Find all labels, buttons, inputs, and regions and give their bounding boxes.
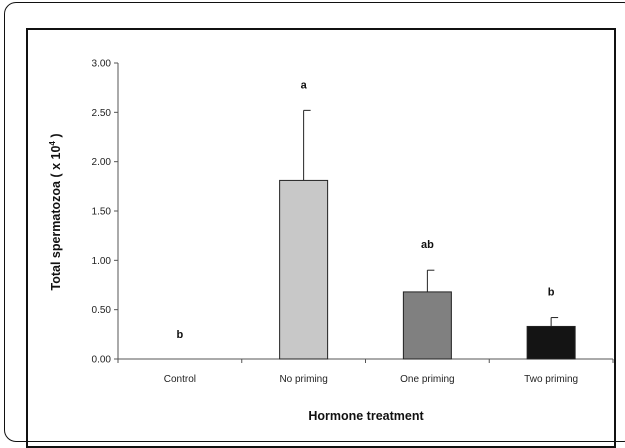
- error-bars: [303, 109, 559, 327]
- y-tick-label: 0.00: [92, 355, 112, 366]
- y-tick-label: 2.50: [92, 108, 112, 119]
- x-tick-label: Two priming: [524, 374, 578, 385]
- bar: [402, 291, 452, 360]
- significance-labels: b a ab b: [177, 79, 555, 341]
- significance-label: b: [177, 329, 184, 341]
- y-axis-title: Total spermatozoa ( x 104 ): [48, 133, 63, 290]
- y-tick-label: 1.50: [92, 207, 112, 218]
- bars: [279, 179, 576, 360]
- x-axis-ticks: Control No priming One priming Two priming: [117, 359, 614, 385]
- bar: [279, 179, 329, 360]
- y-tick-label: 1.00: [92, 256, 112, 267]
- x-tick-label: No priming: [279, 374, 327, 385]
- bar-chart: 0.00 0.50 1.00 1.50 2.00 2.50 3.00 Control No p…: [48, 59, 614, 423]
- bar: [526, 325, 576, 360]
- significance-label: ab: [421, 239, 434, 251]
- y-tick-label: 3.00: [92, 59, 112, 70]
- significance-label: a: [301, 79, 308, 91]
- x-tick-label: Control: [164, 374, 196, 385]
- significance-label: b: [548, 287, 555, 299]
- x-axis-title: Hormone treatment: [308, 409, 424, 423]
- y-tick-label: 0.50: [92, 305, 112, 316]
- y-axis-ticks: 0.00 0.50 1.00 1.50 2.00 2.50 3.00: [92, 59, 118, 366]
- x-tick-label: One priming: [400, 374, 454, 385]
- y-tick-label: 2.00: [92, 157, 112, 168]
